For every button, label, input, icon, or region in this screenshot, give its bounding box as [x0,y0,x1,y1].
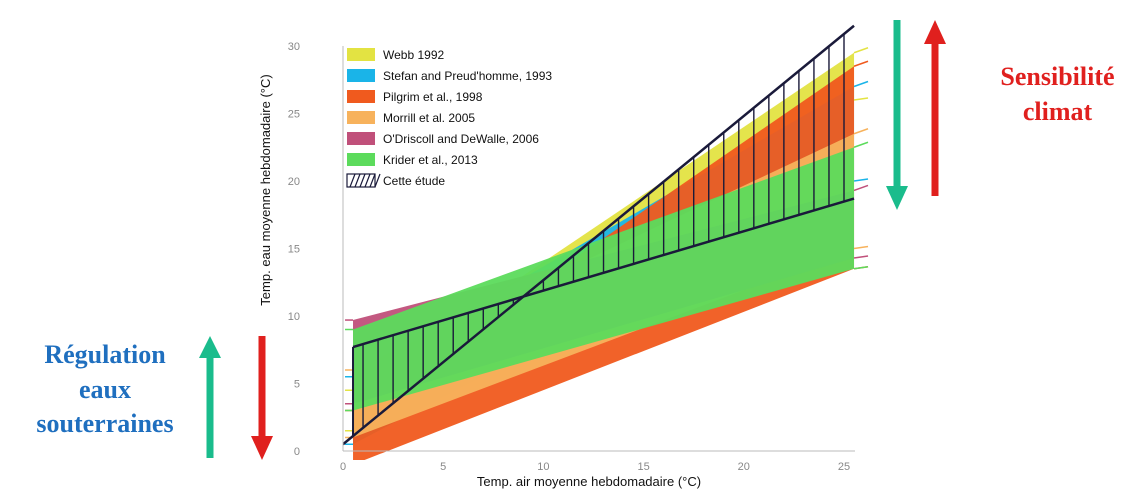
legend-swatch [347,132,375,145]
legend-label: Webb 1992 [383,48,444,62]
x-tick-label: 10 [537,461,549,473]
y-tick-label: 5 [294,379,300,391]
band-edge-line [853,255,869,259]
y-tick-label: 10 [288,311,300,323]
left-annotation-line: Régulation [44,340,166,369]
legend-swatch [347,153,375,166]
right-annotation: Sensibilité climat [968,60,1147,129]
x-axis-label: Temp. air moyenne hebdomadaire (°C) [477,474,701,489]
band-edge-line [853,47,869,54]
x-tick-label: 20 [738,461,750,473]
band-edge-line [853,80,869,88]
y-tick-label: 15 [288,244,300,256]
band-edge-line [853,266,869,270]
y-tick-label: 25 [288,109,300,121]
band-edge-line [853,141,869,148]
legend-swatch [347,48,375,61]
band-edge-line [853,97,869,101]
band-edge-line [853,245,869,250]
cette-etude-lower-line [352,197,855,349]
y-tick-label: 0 [294,446,300,458]
x-tick-labels: 0 5 10 15 20 25 [340,461,850,473]
legend-label: Morrill et al. 2005 [383,111,475,125]
y-tick-label: 30 [288,41,300,53]
band-edge-line [853,184,869,192]
band-edge-line [853,60,869,67]
right-annotation-line: Sensibilité [1000,62,1115,91]
red-arrow-down [251,336,273,460]
green-arrow-down [886,20,908,210]
annotation-arrows [199,20,946,460]
legend-label: Cette étude [383,174,445,188]
left-annotation: Régulation eaux souterraines [0,338,210,442]
legend: Webb 1992 Stefan and Preud'homme, 1993 Pil… [346,48,552,188]
y-tick-label: 20 [288,176,300,188]
green-arrow-up [199,336,221,458]
y-tick-labels: 0 5 10 15 20 25 30 [288,41,300,458]
x-tick-label: 25 [838,461,850,473]
band-edge-line [853,178,869,182]
legend-swatch [347,90,375,103]
hatched-region-cette-etude [343,24,855,446]
left-annotation-line: eaux [79,374,131,404]
band-edge-line [853,128,869,135]
cette-etude-upper-line [343,24,855,446]
x-tick-label: 5 [440,461,446,473]
y-axis-label: Temp. eau moyenne hebdomadaire (°C) [258,74,273,305]
left-annotation-line: souterraines [36,409,174,439]
legend-label: Pilgrim et al., 1998 [383,90,483,104]
legend-label: Stefan and Preud'homme, 1993 [383,69,552,83]
x-tick-label: 0 [340,461,346,473]
x-tick-label: 15 [637,461,649,473]
red-arrow-up [924,20,946,196]
legend-swatch [347,69,375,82]
legend-swatch-hatched [346,173,381,188]
right-annotation-line: climat [1022,96,1093,126]
legend-label: Krider et al., 2013 [383,153,478,167]
legend-swatch [347,111,375,124]
legend-label: O'Driscoll and DeWalle, 2006 [383,132,539,146]
axes [342,46,855,452]
band-6 [353,147,855,411]
